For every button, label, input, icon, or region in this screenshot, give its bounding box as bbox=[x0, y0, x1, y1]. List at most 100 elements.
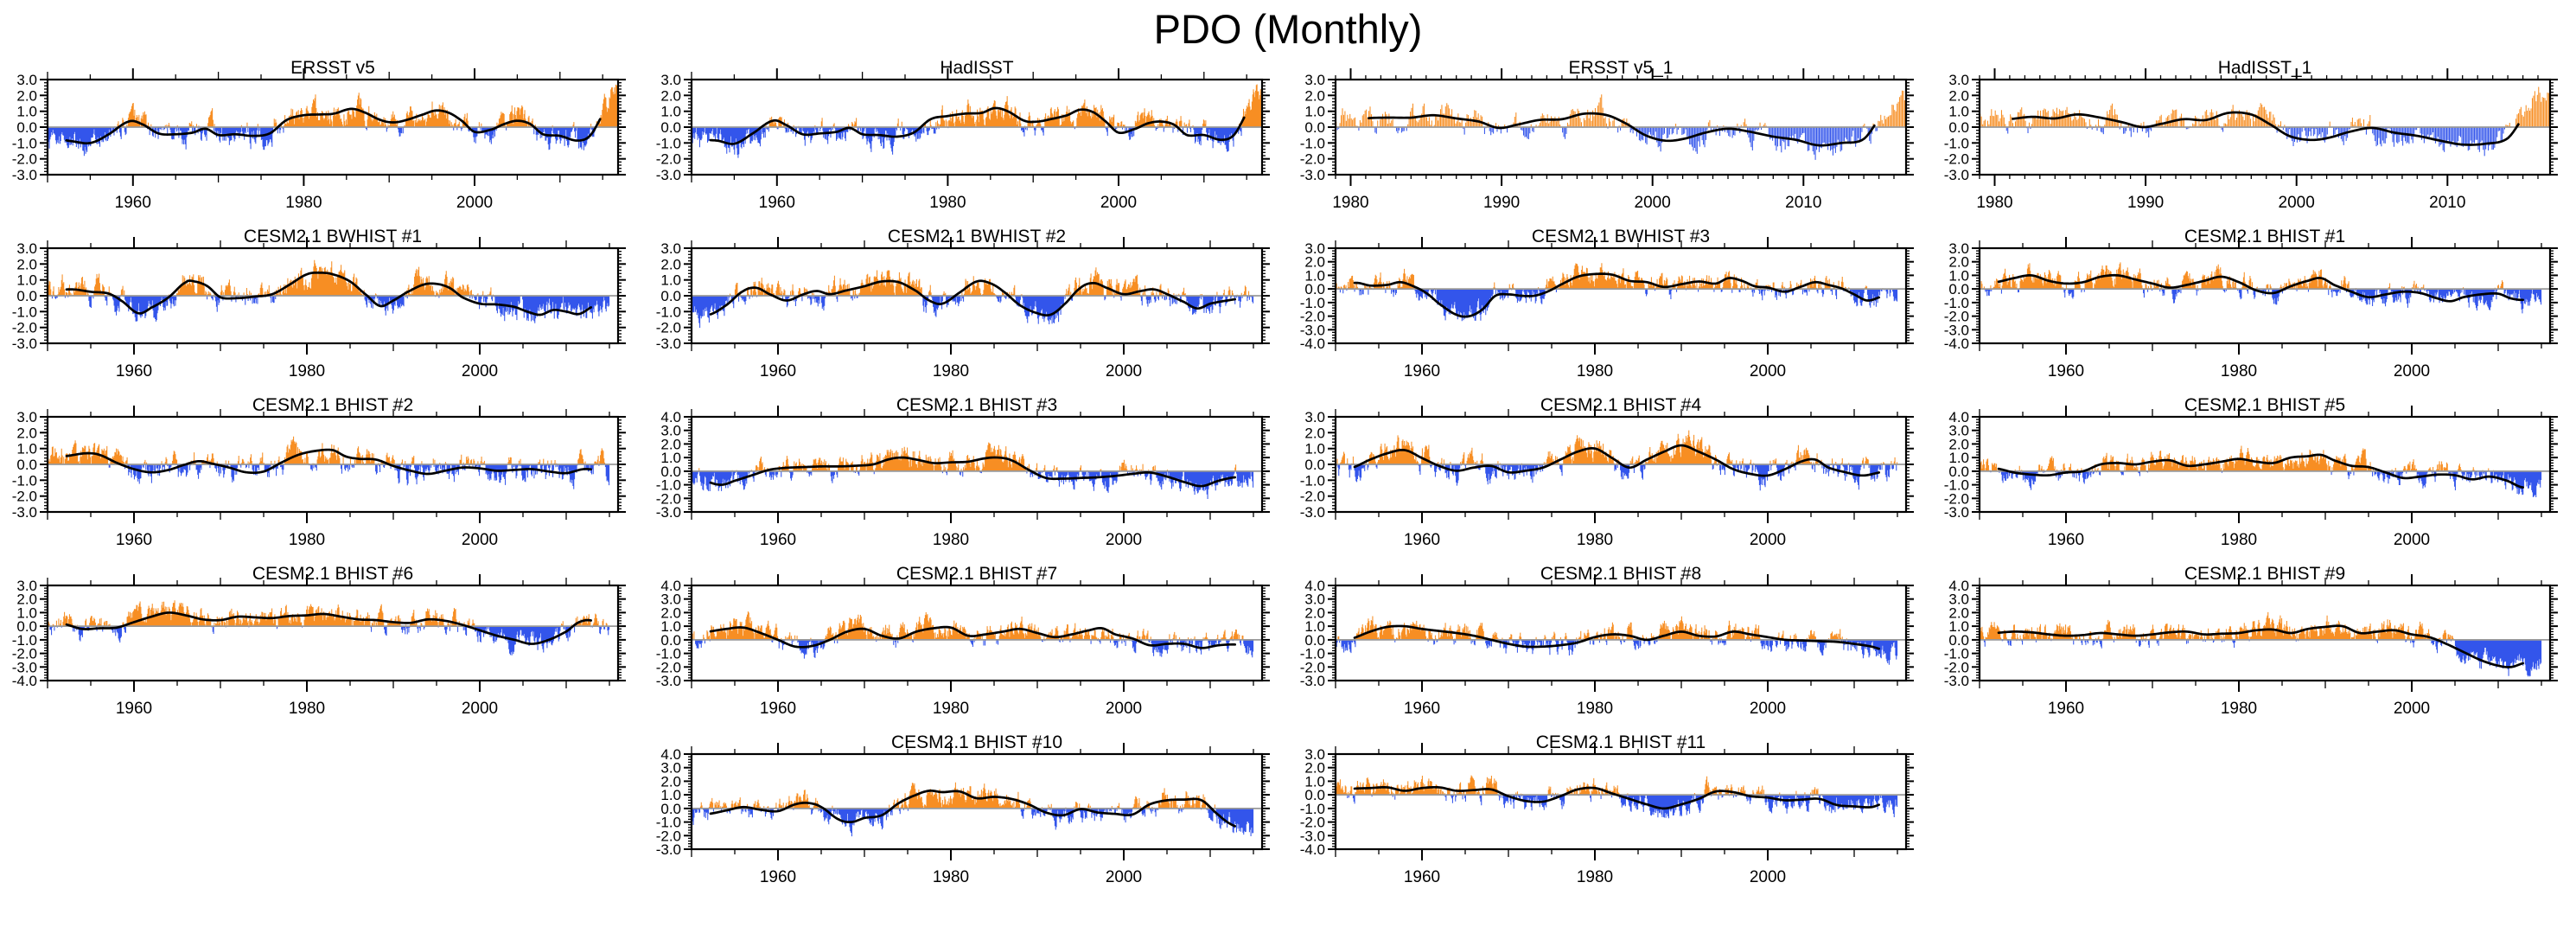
x-tick-label: 1980 bbox=[933, 700, 969, 718]
y-tick-label: -1.0 bbox=[1300, 135, 1325, 151]
y-tick-label: 1.0 bbox=[660, 104, 681, 120]
y-tick-label: -1.0 bbox=[656, 815, 681, 831]
x-tick-label: 1960 bbox=[760, 700, 796, 718]
smoothed-line bbox=[1368, 112, 1876, 147]
negative-anomaly-bars bbox=[691, 296, 1254, 329]
y-tick-label: 0.0 bbox=[1304, 281, 1325, 297]
negative-anomaly-bars bbox=[1339, 289, 1898, 322]
negative-anomaly-bars bbox=[1335, 464, 1897, 491]
y-tick-label: 0.0 bbox=[660, 632, 681, 649]
y-tick-label: 0.0 bbox=[1948, 281, 1969, 297]
y-tick-label: -2.0 bbox=[12, 320, 37, 336]
negative-anomaly-bars bbox=[49, 626, 610, 655]
y-tick-label: -2.0 bbox=[656, 659, 681, 675]
x-tick-label: 1960 bbox=[760, 531, 796, 549]
y-tick-label: 3.0 bbox=[660, 72, 681, 88]
plot-frame bbox=[690, 584, 1264, 682]
y-tick-label: 0.0 bbox=[660, 119, 681, 136]
y-tick-label: 3.0 bbox=[660, 423, 681, 439]
x-tick-label: 1960 bbox=[2048, 700, 2084, 718]
chart-svg-cesm2-1-bhist-2: CESM2.1 BHIST #2 3.02.01.00.0-1.0-2.0-3.0… bbox=[12, 398, 626, 549]
plot-frame bbox=[1978, 415, 2552, 514]
charts-grid: ERSST v5 3.0 2.0 1.0 0.0 -1.0 -2.0 -3.0 1960 1980… bbox=[0, 61, 2576, 904]
y-tick-label: 1.0 bbox=[1948, 618, 1969, 635]
x-tick-label: 1980 bbox=[1976, 194, 2012, 212]
chart-title: CESM2.1 BHIST #7 bbox=[896, 566, 1057, 584]
y-tick-label: -3.0 bbox=[12, 336, 37, 352]
y-tick-label: 3.0 bbox=[1948, 423, 1969, 439]
x-tick-label: 1980 bbox=[933, 868, 969, 886]
y-tick-label: -2.0 bbox=[12, 646, 37, 662]
chart-panel-cesm2-1-bhist-6: CESM2.1 BHIST #6 3.0 2.0 1.0 0.0 -1.0 -2.0 -3.0… bbox=[0, 566, 644, 735]
y-tick-label: -3.0 bbox=[656, 673, 681, 689]
y-tick-label: 2.0 bbox=[1304, 604, 1325, 621]
chart-panel-cesm2-1-bhist-2: CESM2.1 BHIST #2 3.0 2.0 1.0 0.0 -1.0 -2.0 -3.0… bbox=[0, 398, 644, 566]
x-tick-label: 2000 bbox=[1750, 868, 1786, 886]
chart-title: HadISST_1 bbox=[2218, 61, 2312, 78]
y-tick-label: 4.0 bbox=[1948, 409, 1969, 425]
y-tick-label: 0.0 bbox=[660, 801, 681, 817]
positive-anomaly-bars bbox=[698, 442, 1237, 471]
y-tick-label: 3.0 bbox=[16, 578, 37, 594]
y-tick-label: -1.0 bbox=[1944, 135, 1969, 151]
chart-title: CESM2.1 BWHIST #1 bbox=[244, 229, 422, 246]
x-tick-label: 1960 bbox=[760, 362, 796, 380]
y-tick-label: 2.0 bbox=[1304, 760, 1325, 777]
y-tick-label: -3.0 bbox=[1300, 167, 1325, 183]
x-tick-label: 1960 bbox=[1404, 531, 1440, 549]
y-tick-label: -2.0 bbox=[656, 828, 681, 844]
y-tick-label: 2.0 bbox=[660, 604, 681, 621]
y-tick-label: 1.0 bbox=[1304, 441, 1325, 457]
x-tick-label: 1980 bbox=[289, 531, 325, 549]
y-tick-label: 0.0 bbox=[1304, 632, 1325, 649]
y-tick-label: 1.0 bbox=[1304, 618, 1325, 635]
chart-panel-cesm2-1-bwhist-3: CESM2.1 BWHIST #3 3.0 2.0 1.0 0.0 -1.0 -2.0 -3.… bbox=[1288, 229, 1932, 398]
negative-anomaly-bars bbox=[51, 296, 610, 323]
y-tick-label: -1.0 bbox=[12, 472, 37, 489]
y-tick-label: 1.0 bbox=[660, 272, 681, 289]
x-tick-label: 2000 bbox=[462, 362, 498, 380]
x-tick-label: 2000 bbox=[1750, 531, 1786, 549]
y-tick-label: 3.0 bbox=[660, 240, 681, 257]
y-tick-label: 3.0 bbox=[660, 591, 681, 608]
x-tick-label: 2000 bbox=[2394, 700, 2430, 718]
smoothed-line bbox=[1997, 273, 2525, 303]
chart-panel-cesm2-1-bhist-8: CESM2.1 BHIST #8 4.0 3.0 2.0 1.0 0.0 -1.0 -2.0-… bbox=[1288, 566, 1932, 735]
chart-title: CESM2.1 BHIST #2 bbox=[252, 398, 413, 415]
x-tick-label: 1960 bbox=[115, 194, 151, 212]
smoothed-line bbox=[709, 106, 1246, 145]
x-tick-label: 1990 bbox=[2127, 194, 2164, 212]
positive-anomaly-bars bbox=[111, 84, 619, 127]
y-tick-label: -4.0 bbox=[12, 673, 37, 689]
x-tick-label: 2000 bbox=[1106, 531, 1142, 549]
y-tick-label: 0.0 bbox=[1304, 457, 1325, 473]
x-tick-label: 2000 bbox=[1750, 362, 1786, 380]
y-tick-label: -1.0 bbox=[1944, 295, 1969, 311]
chart-svg-cesm2-1-bwhist-1: CESM2.1 BWHIST #1 3.02.01.00.0-1.0-2.0-3.… bbox=[12, 229, 626, 380]
negative-anomaly-bars bbox=[1336, 127, 1878, 160]
chart-title: ERSST v5 bbox=[290, 61, 375, 78]
y-tick-label: -1.0 bbox=[656, 135, 681, 151]
smoothed-line bbox=[1997, 624, 2525, 668]
y-tick-label: 3.0 bbox=[1948, 591, 1969, 608]
smoothed-line bbox=[65, 272, 593, 317]
negative-anomaly-bars bbox=[691, 127, 1242, 158]
y-tick-label: -2.0 bbox=[1944, 309, 1969, 325]
y-tick-label: 3.0 bbox=[1304, 240, 1325, 257]
y-tick-label: -2.0 bbox=[1300, 659, 1325, 675]
negative-anomaly-bars bbox=[47, 127, 599, 157]
y-tick-label: 2.0 bbox=[660, 256, 681, 272]
chart-svg-cesm2-1-bhist-10: CESM2.1 BHIST #10 4.03.02.01.00.0-1.0-2.0… bbox=[656, 735, 1270, 886]
y-tick-label: 2.0 bbox=[1948, 604, 1969, 621]
y-tick-label: -3.0 bbox=[656, 504, 681, 521]
smoothed-line bbox=[65, 611, 593, 645]
y-tick-label: -1.0 bbox=[656, 304, 681, 320]
x-tick-label: 1980 bbox=[929, 194, 966, 212]
x-tick-label: 1980 bbox=[933, 362, 969, 380]
y-tick-label: 2.0 bbox=[16, 256, 37, 272]
chart-title: HadISST bbox=[940, 61, 1013, 78]
chart-svg-cesm2-1-bhist-9: CESM2.1 BHIST #9 4.03.02.01.00.0-1.0-2.0-… bbox=[1944, 566, 2558, 718]
y-tick-label: 0.0 bbox=[16, 288, 37, 304]
chart-panel-hadisst-1: HadISST_1 3.0 2.0 1.0 0.0 -1.0 -2.0 -3.0 1980 199… bbox=[1932, 61, 2576, 229]
chart-panel-cesm2-1-bhist-1: CESM2.1 BHIST #1 3.0 2.0 1.0 0.0 -1.0 -2.0 -3.0… bbox=[1932, 229, 2576, 398]
